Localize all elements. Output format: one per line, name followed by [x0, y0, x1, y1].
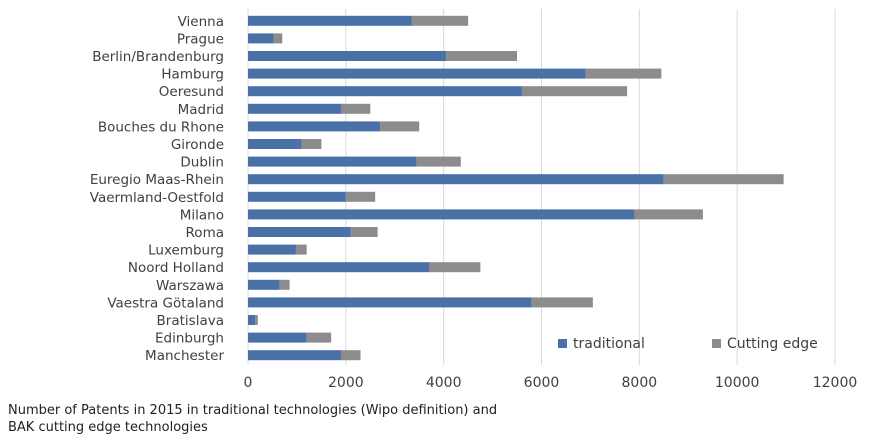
bar-traditional-bratislava	[248, 315, 256, 325]
bar-cutting-edge-dublin	[416, 156, 461, 167]
x-tick-label: 10000	[715, 375, 760, 391]
category-label-madrid: Madrid	[178, 102, 224, 118]
bar-cutting-edge-vienna	[411, 15, 469, 26]
bar-traditional-edinburgh	[248, 332, 307, 343]
category-label-berlin-brandenburg: Berlin/Brandenburg	[92, 49, 224, 65]
bar-cutting-edge-hamburg	[585, 68, 662, 79]
bars	[248, 15, 784, 361]
x-tick-label: 12000	[813, 375, 858, 391]
category-label-prague: Prague	[177, 31, 224, 47]
category-label-roma: Roma	[186, 225, 224, 241]
category-label-bratislava: Bratislava	[157, 313, 224, 329]
category-label-manchester: Manchester	[145, 348, 224, 364]
category-label-edinburgh: Edinburgh	[155, 331, 224, 347]
bar-cutting-edge-warszawa	[279, 279, 290, 290]
caption-line-1: Number of Patents in 2015 in traditional…	[8, 403, 498, 418]
chart-caption: Number of Patents in 2015 in traditional…	[8, 402, 868, 436]
bar-traditional-vienna	[248, 15, 412, 26]
category-label-vaermland-oestfold: Vaermland-Oestfold	[90, 190, 224, 206]
category-label-vienna: Vienna	[178, 14, 224, 30]
bar-cutting-edge-milano	[634, 209, 703, 220]
bar-cutting-edge-madrid	[340, 103, 371, 114]
bar-traditional-oeresund	[248, 86, 522, 97]
legend-swatch-cutting-edge	[712, 339, 721, 348]
bar-cutting-edge-vaestra-gotaland	[531, 297, 593, 308]
legend-label-traditional: traditional	[573, 336, 645, 352]
legend-swatch-traditional	[558, 339, 567, 348]
legend-label-cutting-edge: Cutting edge	[727, 336, 818, 352]
category-label-milano: Milano	[180, 207, 224, 223]
category-label-oeresund: Oeresund	[159, 84, 224, 100]
bar-traditional-warszawa	[248, 279, 280, 290]
bar-cutting-edge-vaermland-oestfold	[345, 191, 376, 202]
category-label-gironde: Gironde	[171, 137, 224, 153]
category-label-luxemburg: Luxemburg	[148, 243, 224, 259]
category-label-noord-holland: Noord Holland	[128, 260, 224, 276]
bar-cutting-edge-roma	[350, 227, 378, 237]
bar-traditional-vaestra-gotaland	[248, 297, 532, 308]
x-axis-tick-labels: 0 2000 4000 6000 8000 10000 12000	[244, 375, 858, 391]
bar-cutting-edge-gironde	[301, 139, 322, 149]
bar-traditional-bouches-du-rhone	[248, 121, 381, 132]
bar-traditional-noord-holland	[248, 262, 429, 273]
bar-traditional-madrid	[248, 103, 341, 114]
x-tick-label: 6000	[524, 375, 560, 391]
x-tick-label: 8000	[622, 375, 658, 391]
bar-traditional-roma	[248, 227, 351, 237]
legend: traditional Cutting edge	[558, 336, 818, 352]
category-label-hamburg: Hamburg	[161, 67, 224, 83]
category-label-euregio-maas-rhein: Euregio Maas-Rhein	[90, 172, 224, 188]
caption-line-2: BAK cutting edge technologies	[8, 420, 208, 435]
bar-traditional-milano	[248, 209, 635, 220]
gridlines	[247, 9, 836, 365]
bar-traditional-euregio-maas-rhein	[248, 174, 664, 185]
x-tick-label: 4000	[426, 375, 462, 391]
category-label-dublin: Dublin	[180, 155, 224, 171]
bar-cutting-edge-manchester	[340, 350, 361, 361]
bar-traditional-prague	[248, 33, 274, 44]
bar-cutting-edge-oeresund	[521, 86, 628, 97]
bar-cutting-edge-bouches-du-rhone	[380, 121, 420, 132]
bar-cutting-edge-edinburgh	[306, 332, 332, 343]
x-tick-label: 2000	[328, 375, 364, 391]
bar-traditional-gironde	[248, 139, 302, 149]
bar-traditional-manchester	[248, 350, 341, 361]
bar-cutting-edge-noord-holland	[428, 262, 481, 273]
bar-traditional-berlin-brandenburg	[248, 51, 447, 61]
bar-cutting-edge-luxemburg	[295, 244, 307, 255]
bar-traditional-luxemburg	[248, 244, 296, 255]
category-label-warszawa: Warszawa	[156, 278, 224, 294]
bar-cutting-edge-bratislava	[255, 315, 258, 325]
bar-traditional-hamburg	[248, 68, 586, 79]
bar-cutting-edge-euregio-maas-rhein	[663, 174, 784, 185]
bar-traditional-dublin	[248, 156, 417, 167]
x-tick-label: 0	[244, 375, 253, 391]
bar-traditional-vaermland-oestfold	[248, 191, 346, 202]
category-label-bouches-du-rhone: Bouches du Rhone	[98, 119, 224, 135]
category-label-vaestra-gotaland: Vaestra Götaland	[107, 295, 224, 311]
bar-cutting-edge-berlin-brandenburg	[446, 51, 518, 61]
bar-cutting-edge-prague	[273, 33, 283, 44]
